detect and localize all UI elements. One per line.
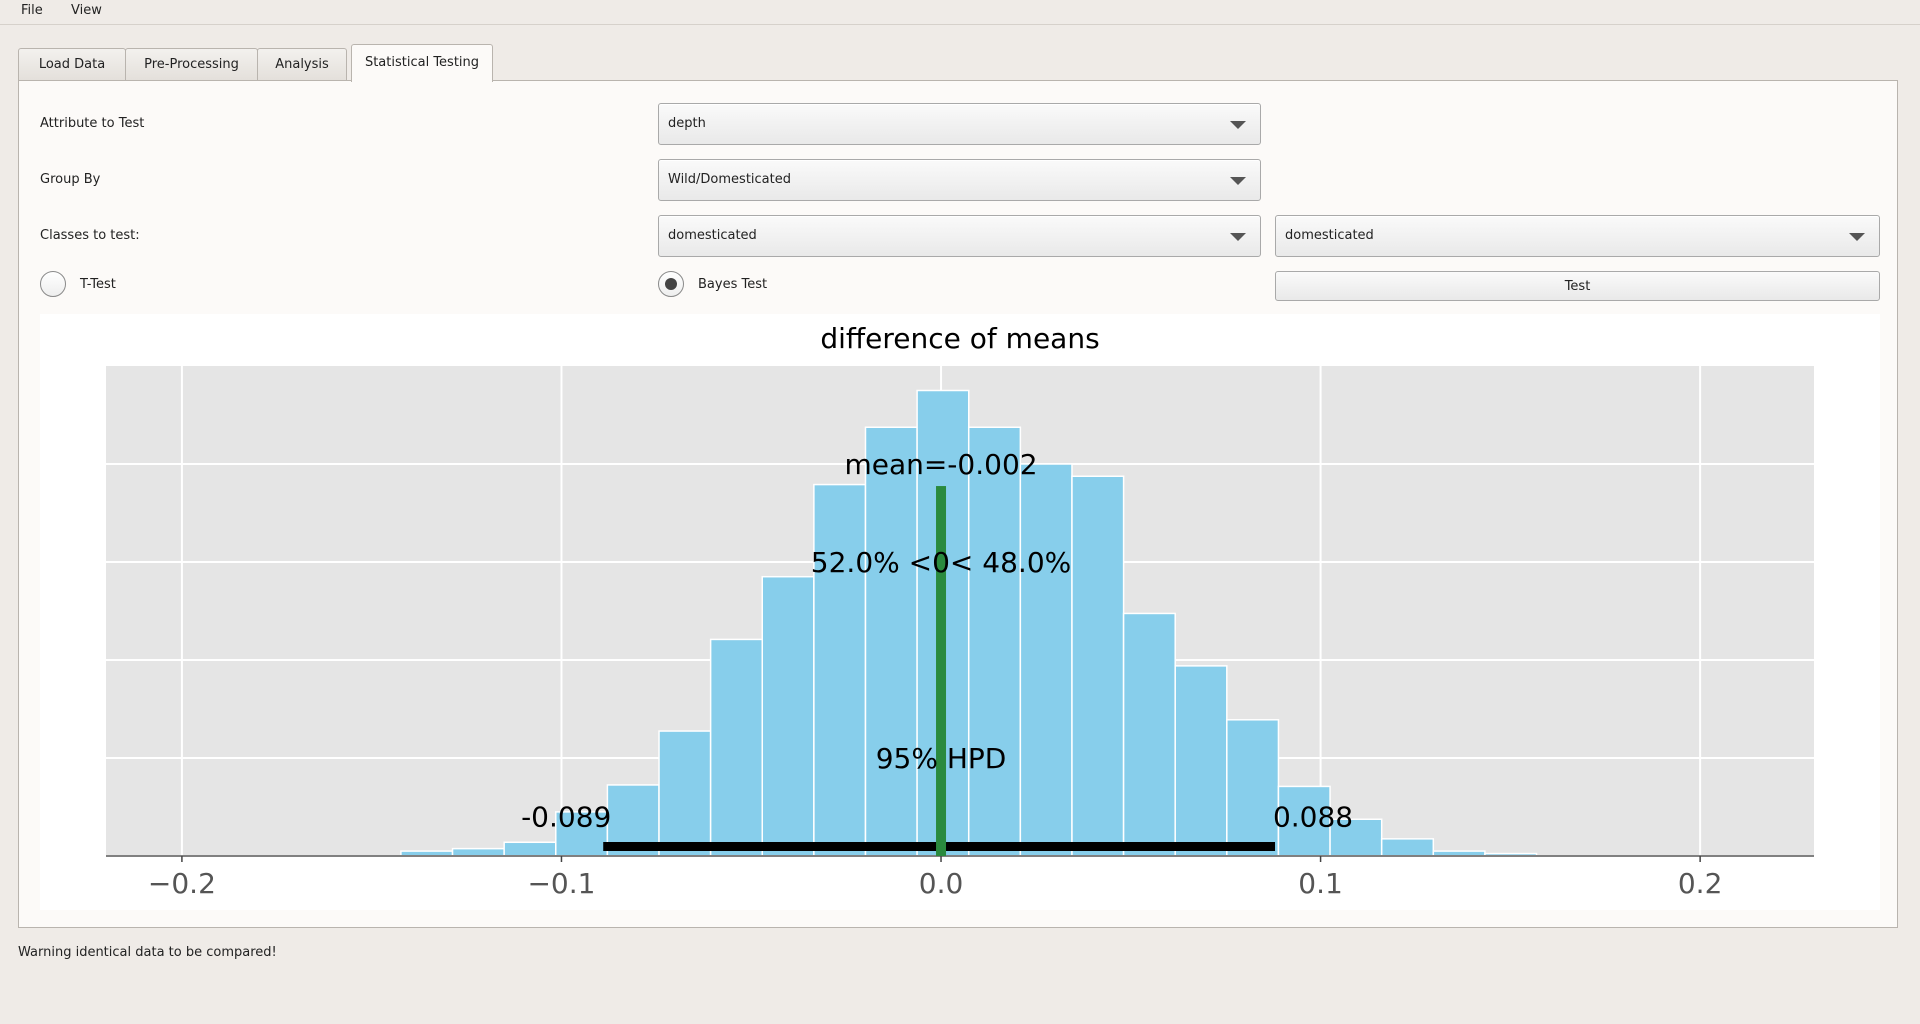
ref-annotation: 52.0% <0< 48.0% [811,546,1071,579]
attribute-value: depth [668,116,706,131]
histogram-chart: difference of means −0.2 −0.1 0.0 0.1 0.2 me… [106,322,1814,900]
histogram-bar [1277,785,1331,857]
x-tick-label: −0.2 [148,867,216,900]
hpd-low-label: -0.089 [521,801,611,834]
bayes-test-label: Bayes Test [698,277,768,292]
test-button[interactable]: Test [1275,271,1880,301]
histogram-bar [864,426,918,857]
groupby-value: Wild/Domesticated [668,172,791,187]
x-tick-label: 0.1 [1298,867,1343,900]
tab-pre-processing[interactable]: Pre-Processing [125,48,258,80]
reference-zero-line [936,486,947,856]
chevron-down-icon [1230,233,1246,241]
classes-label: Classes to test: [40,228,140,243]
tab-load-data[interactable]: Load Data [18,48,126,80]
histogram-bar [1329,818,1383,857]
hpd-high-label: 0.088 [1273,801,1353,834]
histogram-bar [503,841,557,857]
groupby-select[interactable]: Wild/Domesticated [658,159,1261,201]
mean-annotation: mean=-0.002 [844,448,1037,481]
histogram-bar [761,575,815,857]
histogram-bar [451,847,505,857]
groupby-label: Group By [40,172,101,187]
histogram-bar [967,426,1022,857]
menu-bar: File View [0,0,1920,25]
histogram-bar [1380,838,1435,857]
class-a-select[interactable]: domesticated [658,215,1261,257]
chart-title: difference of means [820,322,1099,355]
histogram-bar [1019,463,1073,857]
histogram-bar [658,730,712,857]
x-tick-label: −0.1 [527,867,595,900]
tab-analysis[interactable]: Analysis [257,48,347,80]
tab-statistical-testing[interactable]: Statistical Testing [351,44,493,82]
ttest-radio[interactable] [40,271,66,297]
hpd-annotation: 95% HPD [876,742,1007,775]
histogram-bar [813,483,867,857]
menu-file[interactable]: File [21,3,43,18]
histogram-bar [709,638,764,857]
histogram-bar [1071,475,1125,857]
attribute-select[interactable]: depth [658,103,1261,145]
ttest-label: T-Test [80,277,116,292]
chevron-down-icon [1849,233,1865,241]
chevron-down-icon [1230,177,1246,185]
radio-selected-dot [665,278,677,290]
histogram-bar [1174,665,1228,857]
x-tick-label: 0.2 [1678,867,1723,900]
class-b-select[interactable]: domesticated [1275,215,1880,257]
bayes-test-radio[interactable] [658,271,684,297]
class-a-value: domesticated [668,228,757,243]
attribute-label: Attribute to Test [40,116,145,131]
class-b-value: domesticated [1285,228,1374,243]
menu-view[interactable]: View [71,3,102,18]
histogram-bar [1226,719,1280,857]
histogram-bar [1122,612,1176,857]
chevron-down-icon [1230,121,1246,129]
status-message: Warning identical data to be compared! [18,945,277,960]
difference-of-means-plot: difference of means −0.2 −0.1 0.0 0.1 0.2 me… [40,314,1880,910]
x-tick-label: 0.0 [919,867,964,900]
